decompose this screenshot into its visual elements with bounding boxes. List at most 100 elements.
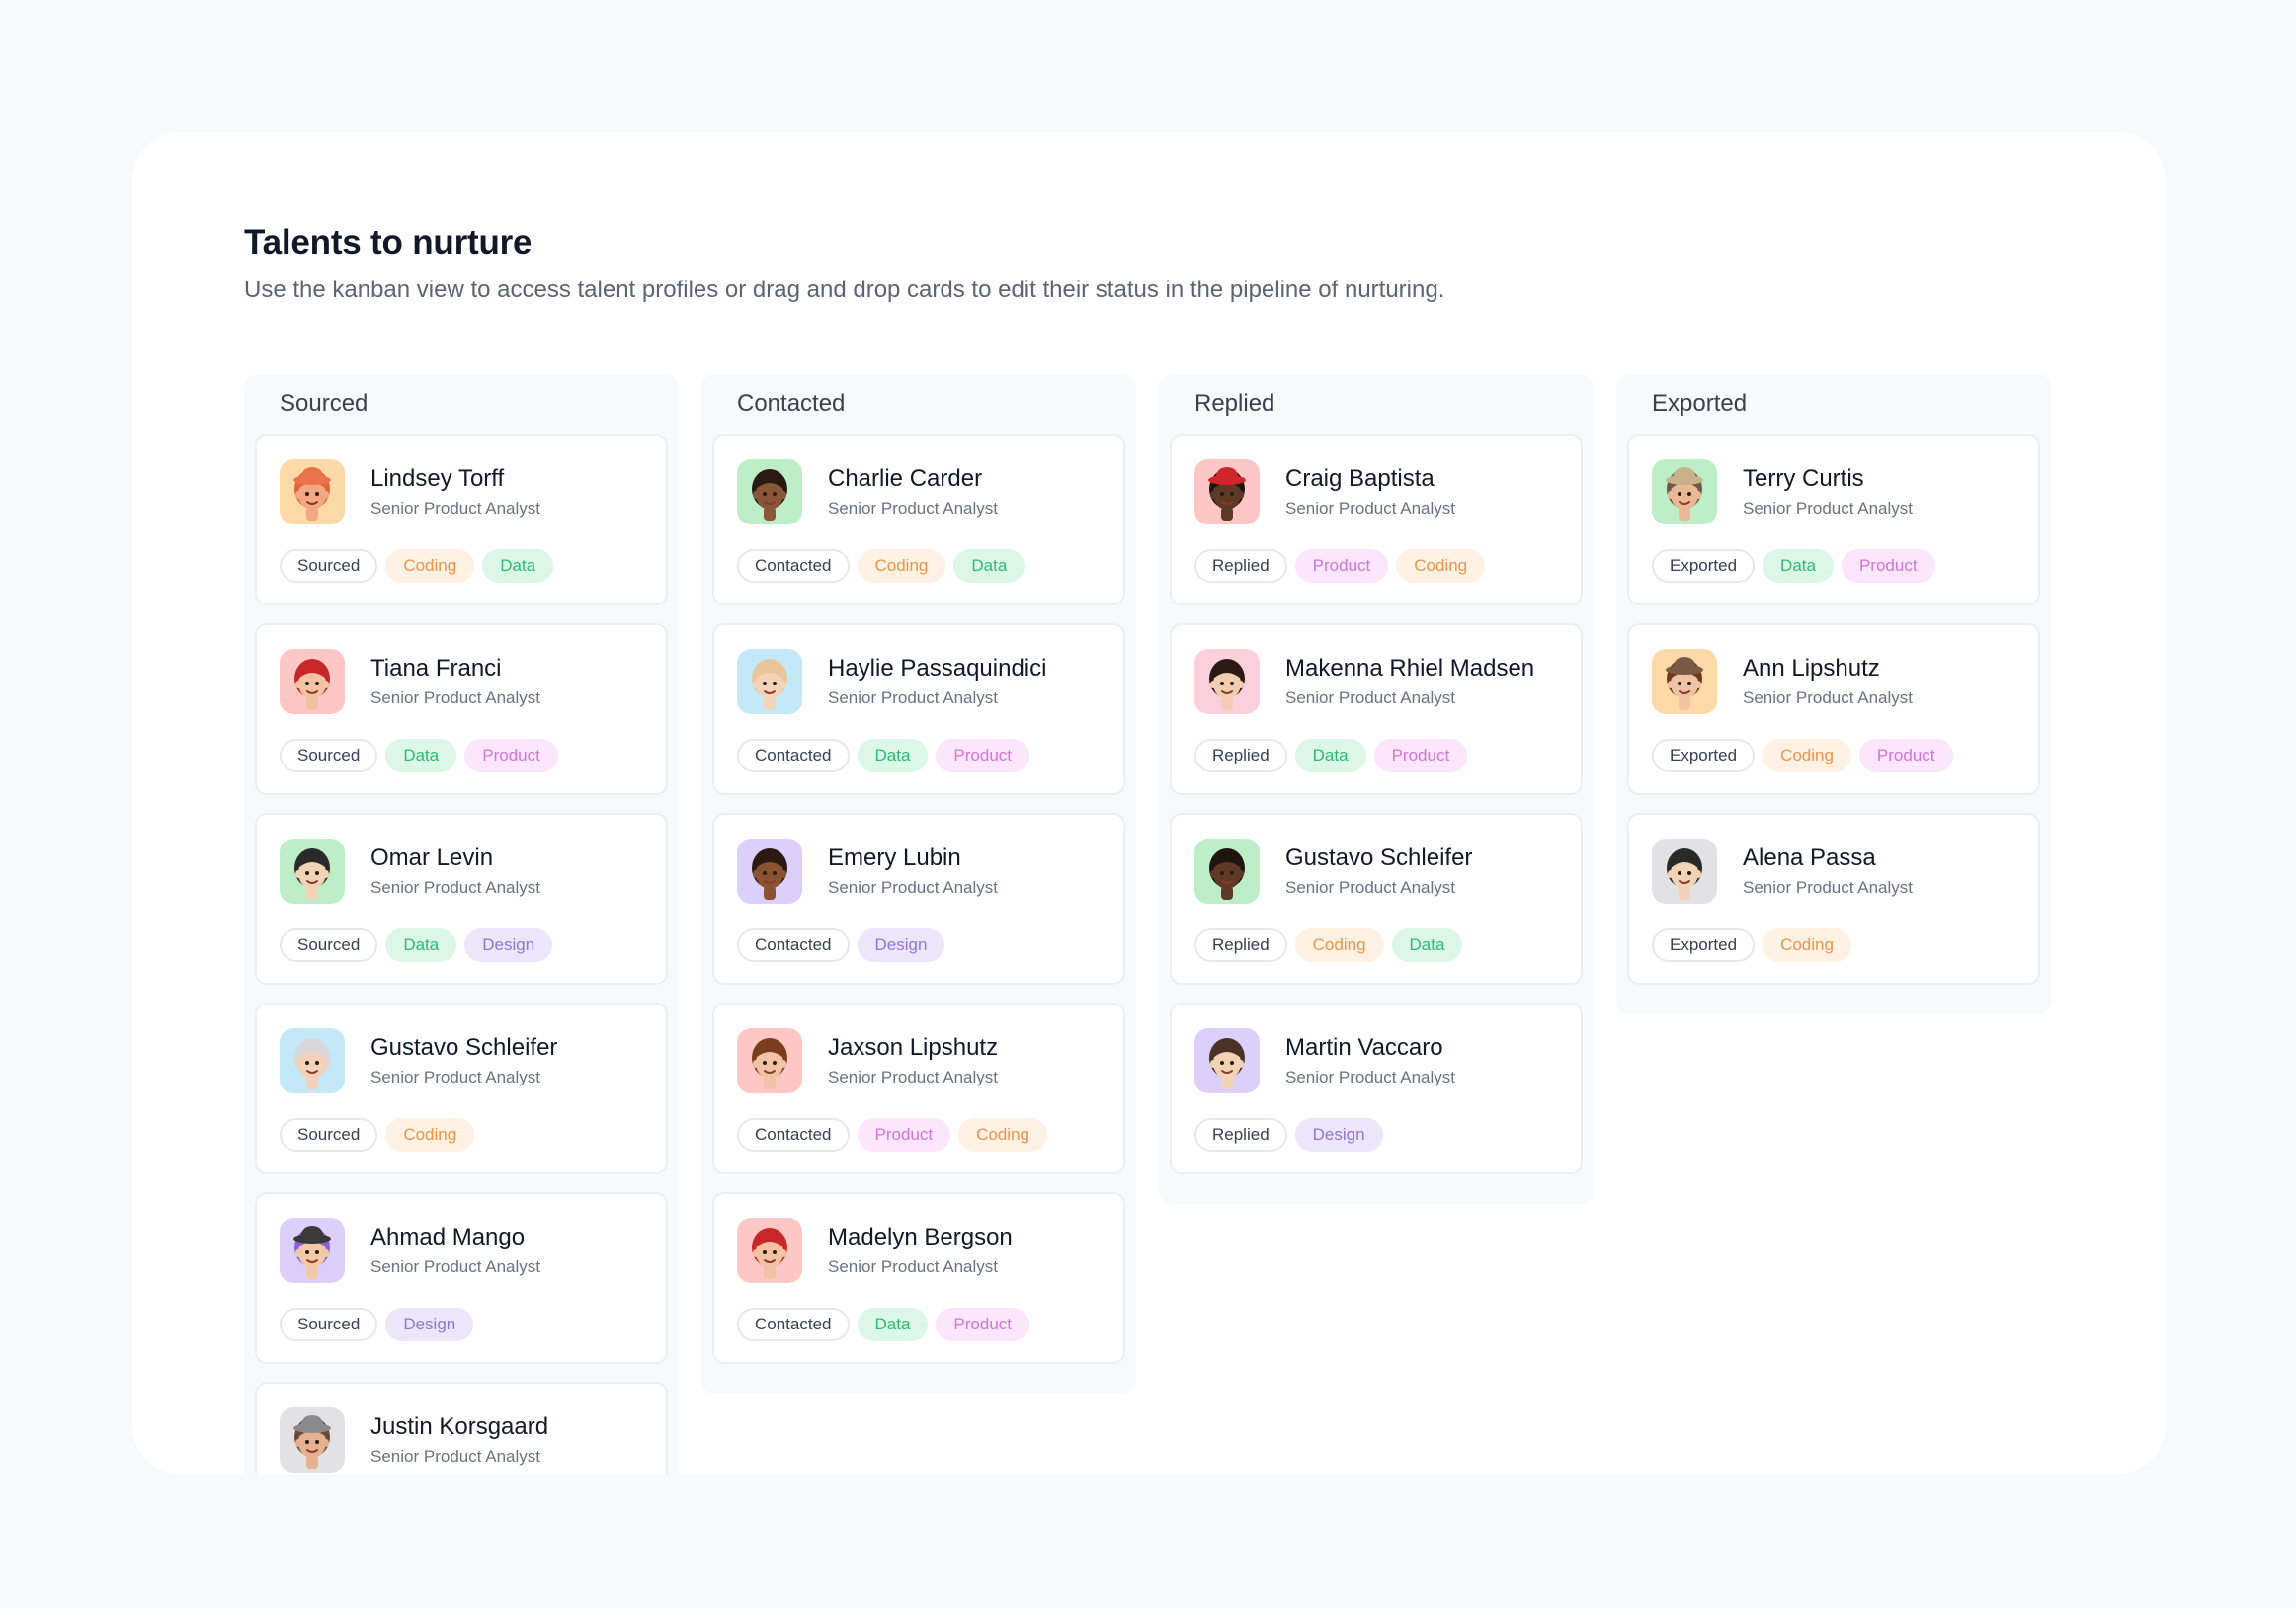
- status-badge: Sourced: [280, 549, 378, 583]
- talent-name[interactable]: Gustavo Schleifer: [1285, 844, 1473, 871]
- talent-name[interactable]: Makenna Rhiel Madsen: [1285, 655, 1535, 682]
- talent-card[interactable]: Emery Lubin Senior Product Analyst Contact…: [712, 813, 1125, 985]
- status-badge: Replied: [1194, 549, 1287, 583]
- avatar: [280, 839, 345, 904]
- kanban-column-contacted: Contacted Charlie Carder Senior Product An…: [701, 374, 1136, 1394]
- talent-name[interactable]: Terry Curtis: [1743, 465, 1864, 492]
- talent-card[interactable]: Omar Levin Senior Product Analyst Sourced D…: [255, 813, 668, 985]
- talent-role: Senior Product Analyst: [1285, 1068, 1455, 1086]
- avatar: [737, 459, 802, 524]
- talent-card[interactable]: Jaxson Lipshutz Senior Product Analyst Con…: [712, 1003, 1125, 1174]
- tag-list: Sourced Design: [280, 1308, 474, 1341]
- talent-role: Senior Product Analyst: [370, 688, 540, 707]
- talent-role: Senior Product Analyst: [828, 878, 998, 897]
- tag-list: Sourced Coding: [280, 1118, 475, 1152]
- talent-card[interactable]: Gustavo Schleifer Senior Product Analyst S…: [255, 1003, 668, 1174]
- status-badge: Contacted: [737, 928, 850, 962]
- tag-list: Replied Data Product: [1194, 739, 1468, 772]
- talent-card[interactable]: Alena Passa Senior Product Analyst Exporte…: [1627, 813, 2040, 985]
- tag-list: Contacted Data Product: [737, 1308, 1030, 1341]
- avatar: [737, 1218, 802, 1283]
- skill-tag-coding: Coding: [1763, 739, 1851, 772]
- skill-tag-data: Data: [1294, 739, 1366, 772]
- talent-card[interactable]: Craig Baptista Senior Product Analyst Repl…: [1170, 434, 1583, 605]
- talent-name[interactable]: Madelyn Bergson: [828, 1224, 1013, 1250]
- skill-tag-coding: Coding: [385, 1118, 475, 1152]
- tag-list: Contacted Product Coding: [737, 1118, 1047, 1152]
- talent-card[interactable]: Martin Vaccaro Senior Product Analyst Repl…: [1170, 1003, 1583, 1174]
- tag-list: Sourced Coding Data: [280, 549, 554, 583]
- talent-role: Senior Product Analyst: [828, 1068, 998, 1086]
- skill-tag-coding: Coding: [857, 549, 946, 583]
- skill-tag-data: Data: [953, 549, 1025, 583]
- skill-tag-product: Product: [936, 739, 1030, 772]
- tag-list: Contacted Design: [737, 928, 945, 962]
- talent-card[interactable]: Madelyn Bergson Senior Product Analyst Con…: [712, 1192, 1125, 1364]
- skill-tag-product: Product: [1841, 549, 1935, 583]
- skill-tag-product: Product: [857, 1118, 951, 1152]
- talent-card[interactable]: Charlie Carder Senior Product Analyst Cont…: [712, 434, 1125, 605]
- talent-card[interactable]: Gustavo Schleifer Senior Product Analyst R…: [1170, 813, 1583, 985]
- talent-name[interactable]: Lindsey Torff: [370, 465, 505, 492]
- skill-tag-product: Product: [936, 1308, 1030, 1341]
- kanban-column-sourced: Sourced Lindsey Torff Senior Product Analy…: [244, 374, 679, 1474]
- talent-name[interactable]: Charlie Carder: [828, 465, 983, 492]
- skill-tag-data: Data: [857, 1308, 929, 1341]
- avatar: [280, 1407, 345, 1473]
- status-badge: Replied: [1194, 928, 1287, 962]
- skill-tag-data: Data: [385, 928, 457, 962]
- page-title: Talents to nurture: [244, 223, 533, 262]
- talent-card[interactable]: Tiana Franci Senior Product Analyst Source…: [255, 623, 668, 795]
- avatar: [280, 649, 345, 714]
- skill-tag-coding: Coding: [385, 549, 475, 583]
- talent-name[interactable]: Ann Lipshutz: [1743, 655, 1880, 682]
- talent-name[interactable]: Gustavo Schleifer: [370, 1034, 558, 1061]
- column-title: Replied: [1194, 390, 1275, 417]
- skill-tag-data: Data: [857, 739, 929, 772]
- talent-name[interactable]: Alena Passa: [1743, 844, 1876, 871]
- tag-list: Exported Data Product: [1652, 549, 1935, 583]
- talent-name[interactable]: Emery Lubin: [828, 844, 961, 871]
- status-badge: Replied: [1194, 739, 1287, 772]
- status-badge: Sourced: [280, 739, 378, 772]
- tag-list: Replied Product Coding: [1194, 549, 1486, 583]
- talent-name[interactable]: Tiana Franci: [370, 655, 502, 682]
- talent-name[interactable]: Ahmad Mango: [370, 1224, 526, 1250]
- talent-name[interactable]: Martin Vaccaro: [1285, 1034, 1443, 1061]
- talent-role: Senior Product Analyst: [1285, 878, 1455, 897]
- talent-name[interactable]: Justin Korsgaard: [370, 1413, 549, 1440]
- kanban-panel: Talents to nurture Use the kanban view t…: [132, 132, 2166, 1474]
- status-badge: Sourced: [280, 928, 378, 962]
- tag-list: Exported Coding Product: [1652, 739, 1953, 772]
- talent-card[interactable]: Haylie Passaquindici Senior Product Analy…: [712, 623, 1125, 795]
- tag-list: Contacted Data Product: [737, 739, 1030, 772]
- talent-card[interactable]: Ahmad Mango Senior Product Analyst Sourced…: [255, 1192, 668, 1364]
- column-title: Sourced: [280, 390, 369, 417]
- tag-list: Contacted Coding Data: [737, 549, 1025, 583]
- status-badge: Exported: [1652, 928, 1756, 962]
- talent-name[interactable]: Craig Baptista: [1285, 465, 1435, 492]
- kanban-column-replied: Replied Craig Baptista Senior Product Anal…: [1159, 374, 1594, 1204]
- skill-tag-data: Data: [482, 549, 554, 583]
- avatar: [1652, 649, 1717, 714]
- column-title: Contacted: [737, 390, 846, 417]
- talent-card[interactable]: Ann Lipshutz Senior Product Analyst Export…: [1627, 623, 2040, 795]
- talent-name[interactable]: Haylie Passaquindici: [828, 655, 1047, 682]
- status-badge: Exported: [1652, 549, 1756, 583]
- avatar: [737, 649, 802, 714]
- skill-tag-design: Design: [857, 928, 945, 962]
- talent-card[interactable]: Terry Curtis Senior Product Analyst Export…: [1627, 434, 2040, 605]
- tag-list: Sourced Data Product: [280, 739, 558, 772]
- talent-name[interactable]: Jaxson Lipshutz: [828, 1034, 999, 1061]
- talent-role: Senior Product Analyst: [1743, 499, 1913, 518]
- avatar: [1194, 649, 1260, 714]
- talent-name[interactable]: Omar Levin: [370, 844, 494, 871]
- talent-role: Senior Product Analyst: [1285, 499, 1455, 518]
- talent-role: Senior Product Analyst: [828, 499, 998, 518]
- talent-role: Senior Product Analyst: [828, 688, 998, 707]
- talent-card[interactable]: Lindsey Torff Senior Product Analyst Sourc…: [255, 434, 668, 605]
- skill-tag-design: Design: [1294, 1118, 1383, 1152]
- skill-tag-product: Product: [1858, 739, 1953, 772]
- talent-card[interactable]: Makenna Rhiel Madsen Senior Product Analy…: [1170, 623, 1583, 795]
